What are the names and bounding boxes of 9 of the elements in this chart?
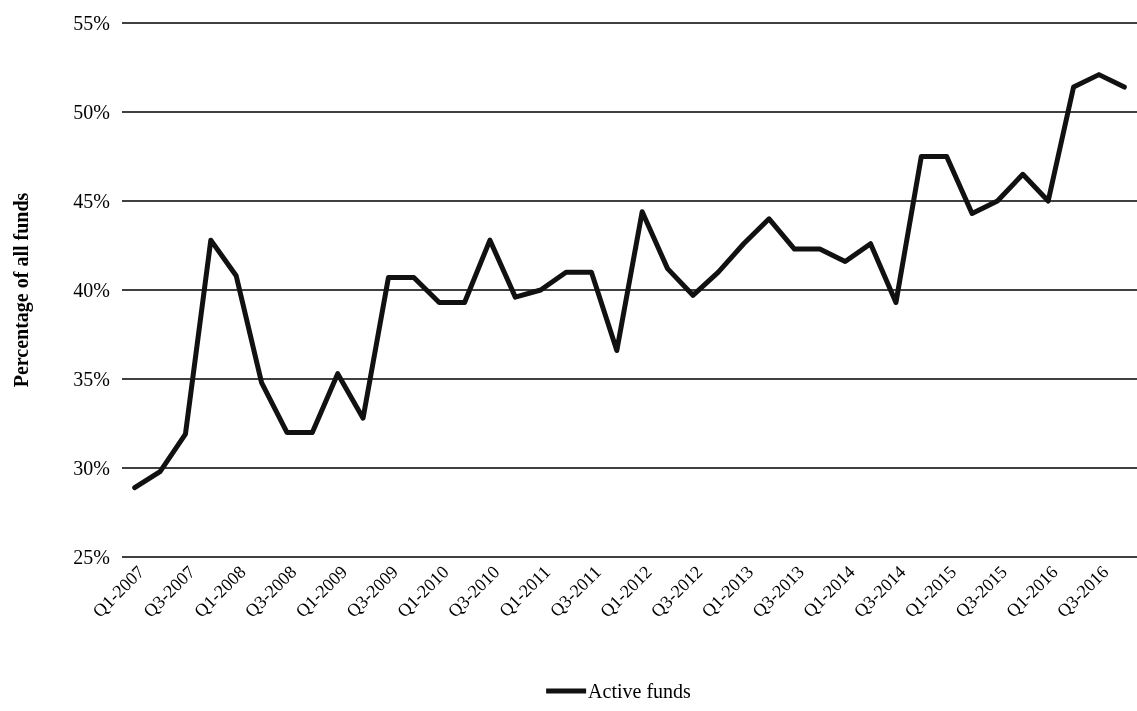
y-tick-label: 50% (73, 100, 110, 123)
y-tick-label: 25% (73, 545, 110, 568)
y-tick-label: 35% (73, 367, 110, 390)
y-tick-label: 30% (73, 456, 110, 479)
y-axis-title: Percentage of all funds (10, 192, 33, 388)
y-tick-label: 45% (73, 189, 110, 212)
legend-label: Active funds (588, 680, 692, 702)
y-tick-label: 55% (73, 11, 110, 34)
y-tick-label: 40% (73, 278, 110, 301)
